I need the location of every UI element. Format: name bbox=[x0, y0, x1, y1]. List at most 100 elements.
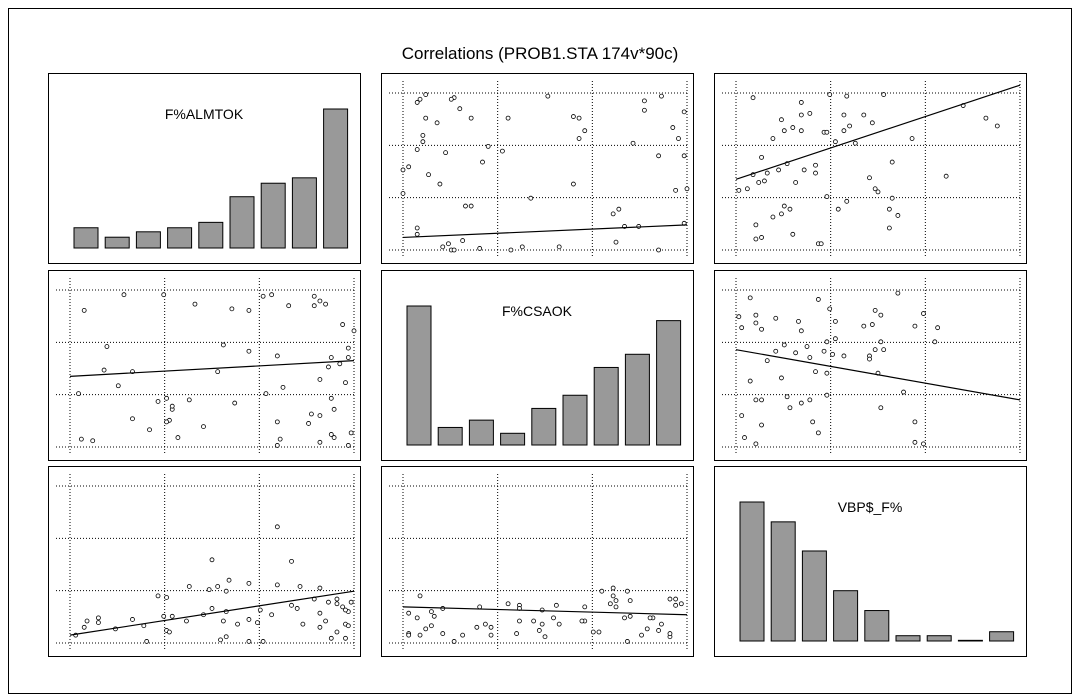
data-point bbox=[556, 621, 562, 627]
data-point bbox=[576, 115, 582, 121]
data-point bbox=[414, 147, 420, 152]
data-point bbox=[274, 443, 280, 448]
data-point bbox=[776, 167, 781, 173]
histogram-bar bbox=[135, 231, 161, 249]
histogram-bar bbox=[926, 635, 952, 642]
data-point bbox=[488, 632, 494, 638]
data-point bbox=[417, 96, 423, 102]
data-point bbox=[886, 225, 892, 231]
data-point bbox=[90, 438, 96, 444]
data-point bbox=[759, 422, 764, 428]
data-point bbox=[220, 618, 226, 624]
data-point bbox=[323, 301, 329, 307]
data-point bbox=[155, 399, 161, 404]
data-point bbox=[764, 358, 770, 364]
data-point bbox=[269, 612, 275, 618]
data-point bbox=[317, 624, 323, 630]
data-point bbox=[274, 419, 280, 425]
data-point bbox=[747, 378, 753, 384]
data-point bbox=[448, 96, 454, 102]
data-point bbox=[334, 629, 340, 635]
data-point bbox=[756, 180, 762, 185]
data-point bbox=[798, 128, 804, 134]
regression-line bbox=[402, 606, 688, 616]
histogram-bar bbox=[73, 227, 99, 249]
data-point bbox=[482, 621, 488, 627]
data-point bbox=[326, 599, 331, 605]
regression-line bbox=[735, 84, 1021, 180]
data-point bbox=[81, 308, 87, 313]
data-point bbox=[912, 419, 918, 425]
data-point bbox=[824, 194, 830, 200]
data-point bbox=[517, 618, 522, 624]
data-point bbox=[798, 100, 804, 105]
data-point bbox=[807, 111, 813, 116]
histogram-bar bbox=[104, 236, 130, 249]
data-point bbox=[186, 397, 192, 403]
data-point bbox=[861, 323, 867, 329]
data-point bbox=[164, 395, 169, 401]
data-point bbox=[96, 615, 101, 621]
data-point bbox=[169, 613, 175, 619]
data-point bbox=[833, 336, 838, 342]
data-point bbox=[457, 106, 463, 112]
histogram-bar bbox=[562, 394, 588, 446]
data-point bbox=[781, 203, 787, 209]
data-point bbox=[627, 613, 633, 619]
data-point bbox=[881, 92, 887, 97]
histogram-bar bbox=[739, 501, 765, 642]
data-point bbox=[269, 292, 275, 298]
histogram-bar bbox=[406, 305, 432, 446]
data-point bbox=[428, 609, 434, 614]
data-point bbox=[223, 588, 229, 594]
data-point bbox=[813, 170, 818, 176]
data-point bbox=[813, 369, 818, 375]
histogram-bar bbox=[833, 590, 859, 642]
data-point bbox=[739, 325, 745, 331]
data-point bbox=[437, 181, 443, 187]
data-point bbox=[343, 380, 348, 386]
data-point bbox=[255, 620, 260, 625]
data-point bbox=[824, 129, 830, 135]
data-point bbox=[468, 203, 474, 209]
data-point bbox=[610, 585, 616, 591]
data-point bbox=[420, 132, 426, 138]
data-point bbox=[300, 621, 306, 627]
data-point bbox=[833, 318, 838, 324]
data-point bbox=[833, 139, 838, 145]
data-point bbox=[630, 140, 636, 146]
data-point bbox=[226, 577, 232, 583]
data-point bbox=[872, 347, 878, 353]
data-point bbox=[656, 153, 661, 159]
data-point bbox=[519, 244, 525, 250]
data-point bbox=[582, 604, 588, 610]
data-point bbox=[400, 191, 406, 196]
data-point bbox=[901, 389, 906, 395]
data-point bbox=[414, 225, 420, 231]
data-point bbox=[841, 128, 847, 134]
data-point bbox=[983, 115, 989, 121]
data-point bbox=[477, 604, 483, 610]
histogram-bar bbox=[895, 635, 921, 642]
data-point bbox=[747, 295, 753, 301]
histogram-bar bbox=[624, 353, 650, 446]
data-point bbox=[311, 293, 317, 299]
data-point bbox=[175, 435, 181, 440]
data-point bbox=[673, 187, 679, 193]
data-point bbox=[818, 241, 824, 247]
data-point bbox=[869, 322, 875, 327]
data-point bbox=[220, 342, 226, 348]
data-point bbox=[201, 424, 206, 429]
data-point bbox=[762, 178, 767, 184]
matrix-cell-0-1 bbox=[381, 73, 694, 264]
data-point bbox=[607, 601, 613, 607]
data-point bbox=[736, 187, 742, 193]
data-point bbox=[827, 306, 833, 312]
data-point bbox=[514, 631, 519, 636]
data-point bbox=[280, 384, 286, 390]
histogram-bar bbox=[770, 521, 796, 642]
data-point bbox=[488, 624, 494, 630]
data-point bbox=[505, 601, 511, 607]
data-point bbox=[345, 443, 351, 448]
data-point bbox=[773, 315, 779, 321]
